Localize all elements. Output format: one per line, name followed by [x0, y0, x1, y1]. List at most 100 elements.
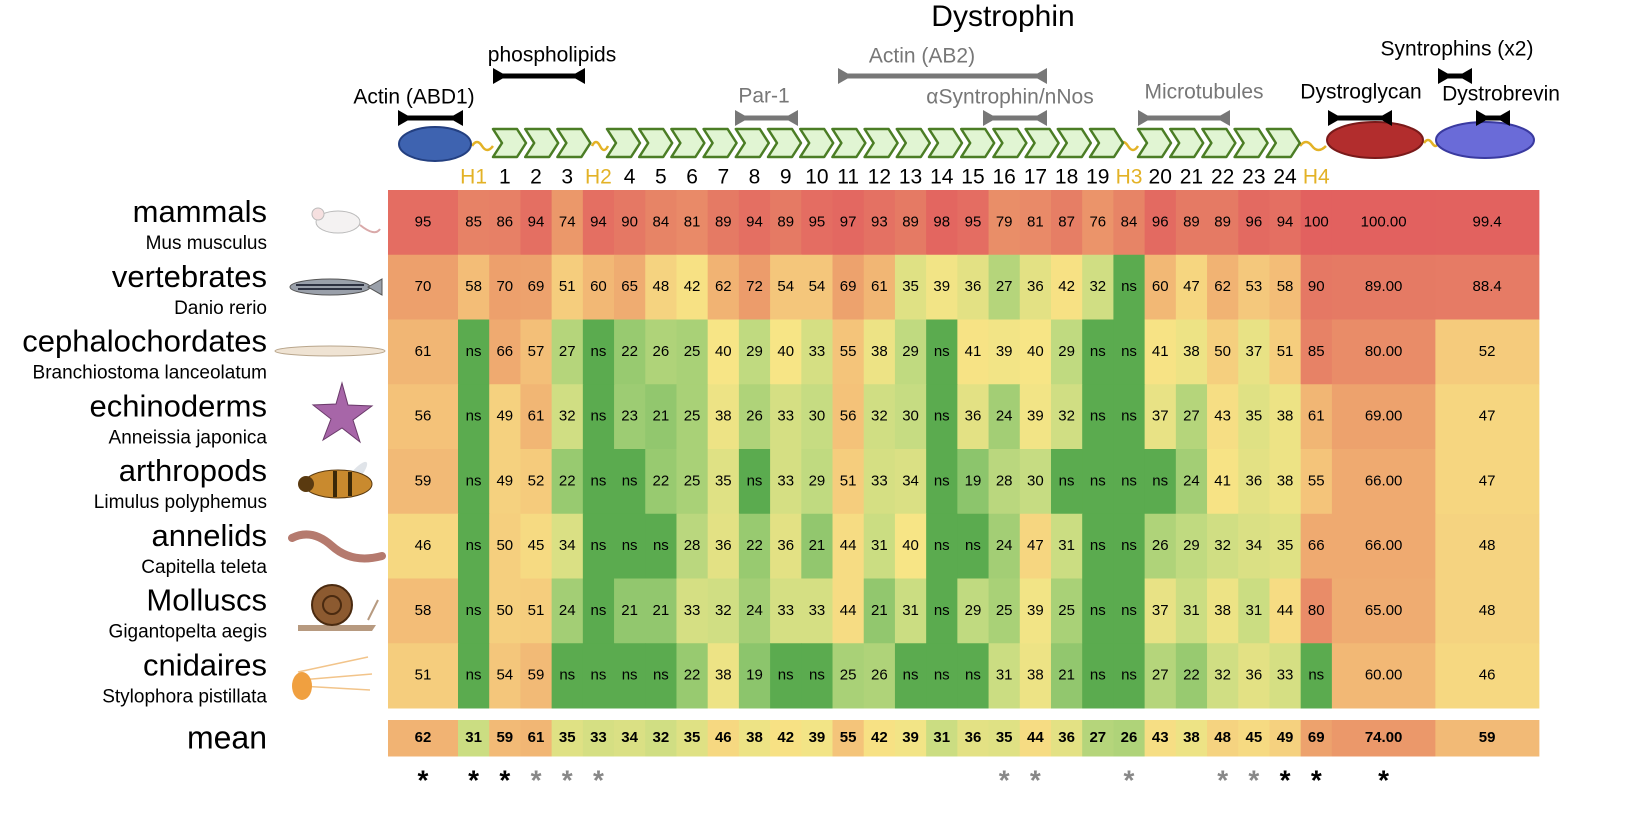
- cell-label: 43: [1214, 408, 1231, 425]
- cell-label: ns: [934, 343, 950, 360]
- heat-cell: [770, 319, 802, 385]
- heat-cell: [1238, 720, 1270, 757]
- cell-label: 80.00: [1365, 343, 1403, 360]
- heat-cell: [582, 254, 615, 320]
- cell-label: 60.00: [1365, 667, 1403, 684]
- cell-label: 39: [996, 343, 1013, 360]
- cell-label: 42: [777, 729, 794, 746]
- heat-cell: [1175, 720, 1208, 757]
- cell-label: 29: [746, 343, 763, 360]
- cell-label: 36: [1246, 472, 1263, 489]
- heat-cell: [1331, 384, 1436, 450]
- cell-label: 84: [653, 213, 670, 230]
- heat-cell: [988, 384, 1021, 450]
- dystrobrevin-domain: [1435, 121, 1535, 159]
- heat-cell: [988, 720, 1021, 757]
- heat-cell: [551, 720, 584, 757]
- column-label: 16: [992, 166, 1015, 189]
- heat-cell: [1082, 578, 1114, 644]
- heat-cell: [489, 643, 521, 709]
- cell-label: 38: [1183, 729, 1200, 746]
- row-species: Capitella teleta: [141, 557, 267, 578]
- cell-label: 39: [1027, 408, 1044, 425]
- heat-cell: [1269, 254, 1302, 320]
- heat-cell: [770, 578, 802, 644]
- heat-cell: [458, 513, 490, 579]
- significance: *: [1124, 764, 1135, 795]
- column-label: 11: [837, 166, 859, 189]
- chart-title: Dystrophin: [931, 0, 1074, 33]
- heat-cell: [988, 578, 1021, 644]
- cell-label: 70: [415, 278, 432, 295]
- heat-cell: [988, 190, 1021, 256]
- heat-cell: [894, 643, 927, 709]
- cell-label: 33: [777, 408, 794, 425]
- cell-label: 84: [1121, 213, 1138, 230]
- cell-label: 76: [1089, 213, 1106, 230]
- bar-end: [1033, 110, 1047, 126]
- heat-cell: [1435, 190, 1540, 256]
- heat-cell: [1082, 254, 1114, 320]
- cell-label: ns: [466, 667, 482, 684]
- cell-label: ns: [1090, 537, 1106, 554]
- heat-cell: [1207, 254, 1239, 320]
- cell-label: 97: [840, 213, 857, 230]
- column-label: 20: [1149, 166, 1172, 189]
- heat-cell: [1238, 513, 1270, 579]
- heat-cell: [458, 720, 490, 757]
- heat-cell: [738, 254, 771, 320]
- cell-label: 42: [1058, 278, 1075, 295]
- cell-label: 22: [1183, 667, 1200, 684]
- cell-label: ns: [778, 667, 794, 684]
- cell-label: 44: [840, 537, 857, 554]
- heat-cell: [582, 513, 615, 579]
- column-label: 8: [749, 166, 761, 189]
- binding-bar: [1476, 115, 1510, 121]
- cell-label: 27: [1089, 729, 1106, 746]
- repeat: [1265, 127, 1302, 159]
- cell-label: 25: [1058, 602, 1075, 619]
- cell-label: 69.00: [1365, 408, 1403, 425]
- cell-label: ns: [1121, 278, 1137, 295]
- cell-label: 38: [715, 408, 732, 425]
- cell-label: 27: [1152, 667, 1169, 684]
- cell-label: 32: [871, 408, 888, 425]
- repeat: [992, 127, 1028, 159]
- cell-label: 51: [840, 472, 857, 489]
- bar-end: [1378, 110, 1392, 126]
- column-label: 5: [655, 166, 667, 189]
- heat-cell: [614, 190, 646, 256]
- actin-domain: [398, 126, 472, 162]
- heat-cell: [520, 513, 553, 579]
- annotation: Dystrobrevin: [1442, 83, 1560, 106]
- cell-label: 25: [684, 343, 701, 360]
- heat-cell: [1082, 384, 1114, 450]
- cell-label: 31: [902, 602, 919, 619]
- significance: *: [499, 764, 510, 795]
- column-label: 6: [686, 166, 698, 189]
- cell-label: 95: [415, 213, 432, 230]
- row-species: Limulus polyphemus: [94, 492, 267, 513]
- repeat: [959, 127, 996, 159]
- heat-cell: [645, 449, 677, 515]
- cell-label: 33: [809, 602, 826, 619]
- heat-cell: [957, 643, 990, 709]
- heat-cell: [770, 643, 802, 709]
- heat-cell: [1175, 254, 1208, 320]
- heat-cell: [1144, 513, 1177, 579]
- heat-cell: [707, 720, 740, 757]
- cell-label: ns: [1121, 667, 1137, 684]
- heat-cell: [645, 578, 677, 644]
- heat-cell: [1238, 643, 1270, 709]
- row-species: Gigantopelta aegis: [109, 622, 267, 643]
- binding-bar: [398, 115, 463, 121]
- heat-cell: [582, 578, 615, 644]
- cell-label: 26: [1121, 729, 1138, 746]
- cell-label: 62: [415, 729, 432, 746]
- cell-label: ns: [934, 537, 950, 554]
- repeat: [895, 127, 932, 159]
- heat-cell: [738, 319, 771, 385]
- cell-label: 47: [1027, 537, 1044, 554]
- heat-cell: [551, 319, 584, 385]
- heat-cell: [1050, 190, 1083, 256]
